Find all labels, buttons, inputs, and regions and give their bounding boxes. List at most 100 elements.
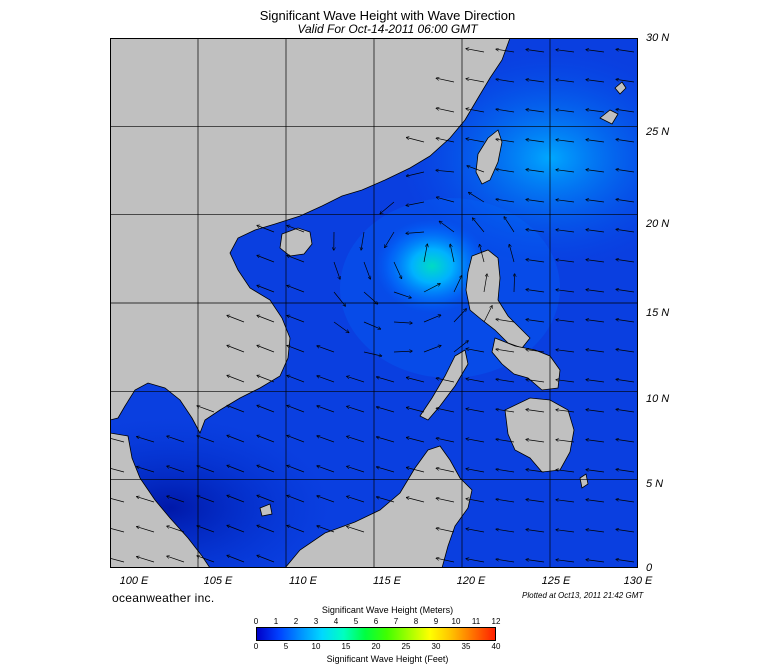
wave-direction-arrow — [453, 276, 462, 293]
wave-direction-arrow — [466, 139, 485, 143]
wave-direction-arrow — [227, 556, 245, 563]
wave-direction-arrow — [526, 110, 545, 113]
colorbar-tick-meters: 1 — [273, 617, 279, 626]
colorbar-tick-meters: 2 — [293, 617, 299, 626]
wave-direction-arrow — [616, 229, 635, 233]
wave-direction-arrow — [287, 256, 305, 263]
wave-direction-arrow — [423, 284, 440, 293]
wave-direction-arrow — [317, 406, 335, 413]
wave-direction-arrow — [556, 140, 575, 143]
wave-direction-arrow — [526, 470, 545, 473]
colorbar-tick-feet: 35 — [461, 642, 471, 651]
wave-direction-arrow — [377, 437, 395, 443]
wave-direction-arrow — [167, 556, 185, 563]
wave-direction-arrow — [287, 226, 305, 233]
wave-direction-arrow — [586, 140, 605, 143]
colorbar-tick-meters: 12 — [491, 617, 501, 626]
wave-direction-arrow — [287, 376, 305, 383]
wave-direction-arrow — [616, 199, 635, 203]
wave-direction-arrow — [257, 256, 275, 263]
wave-direction-arrow — [436, 528, 455, 533]
wave-direction-arrow — [466, 469, 485, 473]
brand-logo-text: oceanweather inc. — [112, 591, 215, 605]
wave-direction-arrow — [556, 440, 575, 443]
wave-direction-arrow — [556, 260, 575, 263]
wave-direction-arrow — [616, 49, 635, 53]
land-mindanao — [504, 397, 575, 473]
wave-direction-arrow — [496, 559, 515, 563]
wave-direction-arrow — [287, 496, 305, 503]
wave-direction-arrow — [347, 406, 365, 413]
plotted-timestamp: Plotted at Oct13, 2011 21:42 GMT — [522, 591, 644, 600]
wave-direction-arrow — [437, 197, 455, 203]
wave-direction-arrow — [347, 526, 365, 533]
wave-direction-arrow — [514, 274, 515, 293]
lon-label-100e: 100 E — [119, 575, 149, 587]
wave-direction-arrow — [526, 380, 545, 383]
wave-direction-arrow — [496, 139, 515, 143]
wave-direction-arrow — [616, 139, 635, 143]
wave-direction-arrow — [227, 346, 245, 353]
wave-direction-arrow — [556, 200, 575, 203]
wave-direction-arrow — [466, 379, 485, 383]
colorbar-tick-feet: 0 — [253, 642, 259, 651]
wave-direction-arrow — [453, 309, 466, 323]
wave-direction-arrow — [436, 408, 455, 413]
wave-direction-arrow — [257, 556, 275, 563]
wave-direction-arrow — [556, 410, 575, 413]
wave-direction-arrow — [466, 439, 485, 443]
colorbar — [256, 627, 496, 641]
wave-direction-arrow — [423, 315, 441, 323]
wave-direction-arrow — [586, 530, 605, 533]
wave-direction-arrow — [616, 289, 635, 293]
wave-direction-arrow — [407, 468, 425, 473]
wave-direction-arrow — [423, 244, 427, 263]
colorbar-tick-meters: 10 — [451, 617, 461, 626]
land-palawan — [419, 349, 469, 421]
wave-direction-arrow — [197, 436, 215, 443]
wave-direction-arrow — [466, 349, 485, 353]
wave-direction-arrow — [586, 260, 605, 263]
wave-direction-arrow — [586, 170, 605, 173]
wave-direction-arrow — [556, 320, 575, 323]
wave-direction-arrow — [509, 245, 515, 263]
wave-direction-arrow — [556, 560, 575, 563]
wave-direction-arrow — [361, 231, 365, 250]
wave-direction-arrow — [110, 437, 125, 443]
wave-direction-arrow — [496, 349, 515, 353]
wave-direction-arrow — [393, 322, 412, 323]
wave-direction-arrow — [466, 49, 485, 53]
wave-direction-arrow — [227, 496, 245, 503]
wave-direction-arrow — [347, 436, 365, 443]
wave-map — [110, 38, 638, 568]
wave-direction-arrow — [496, 169, 515, 173]
wave-direction-arrow — [257, 466, 275, 473]
wave-direction-arrow — [526, 320, 545, 323]
lat-label-25n: 25 N — [646, 126, 670, 138]
wave-direction-arrow — [257, 286, 275, 293]
wave-direction-arrow — [287, 406, 305, 413]
chart-title: Significant Wave Height with Wave Direct… — [259, 8, 516, 23]
colorbar-tick-feet: 20 — [371, 642, 381, 651]
wave-direction-arrow — [616, 169, 635, 173]
wave-direction-arrow — [227, 526, 245, 533]
wave-direction-arrow — [406, 201, 425, 206]
wave-direction-arrow — [586, 440, 605, 443]
colorbar-tick-meters: 0 — [253, 617, 259, 626]
wave-direction-arrow — [586, 320, 605, 323]
wave-direction-arrow — [436, 378, 455, 383]
wave-direction-arrow — [496, 469, 515, 473]
wave-direction-arrow — [453, 341, 468, 353]
wave-direction-arrow — [556, 530, 575, 533]
wave-direction-arrow — [407, 171, 425, 176]
colorbar-tick-meters: 6 — [373, 617, 379, 626]
wave-direction-arrow — [496, 499, 515, 503]
colorbar-tick-meters: 3 — [313, 617, 319, 626]
wave-direction-arrow — [616, 109, 635, 113]
wave-direction-arrow — [137, 527, 155, 533]
wave-direction-arrow — [197, 526, 215, 533]
wave-direction-arrow — [333, 291, 345, 306]
wave-direction-arrow — [616, 499, 635, 503]
wave-direction-arrow — [556, 80, 575, 83]
wave-direction-arrow — [526, 230, 545, 233]
